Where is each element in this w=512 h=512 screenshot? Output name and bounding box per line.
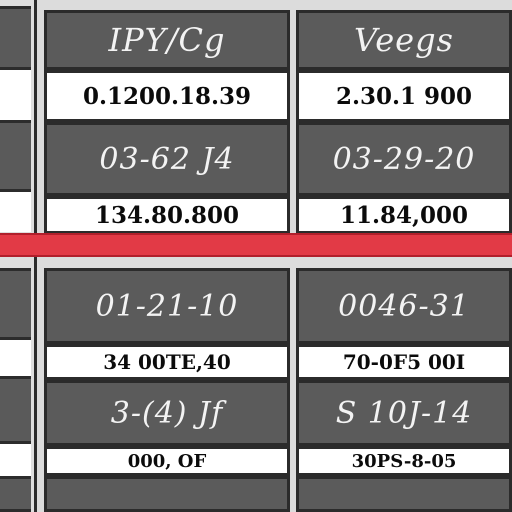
column-header-2[interactable]: Veegs (296, 10, 512, 70)
cell-value: 70-0F5 00I (342, 350, 466, 374)
left-header-cell (0, 120, 31, 192)
cell-value: 30PS-8-05 (351, 450, 457, 472)
table-cell-dark: S 10J-14 (296, 380, 512, 446)
left-value-cell (0, 70, 31, 120)
table-cell-dark: 0046-31 (296, 268, 512, 344)
left-value-cell (0, 192, 31, 232)
left-partial-column (0, 0, 37, 512)
table-cell: 34 00TE,40 (44, 344, 290, 380)
table-cell-dark: 01-21-10 (44, 268, 290, 344)
table-cell: 30PS-8-05 (296, 446, 512, 476)
table-cell: 11.84,000 (296, 196, 512, 234)
table-cell-dark: 03-29-20 (296, 122, 512, 196)
table-cell: 70-0F5 00I (296, 344, 512, 380)
cell-value: 11.84,000 (339, 201, 469, 229)
table-cell: 134.80.800 (44, 196, 290, 234)
table-cell-dark (296, 476, 512, 512)
left-value-cell (0, 340, 31, 376)
cell-value: 34 00TE,40 (103, 350, 231, 374)
cell-value: 0046-31 (338, 288, 470, 324)
column-header-1-label: IPY/Cg (108, 21, 226, 59)
cell-value: 000, OF (127, 450, 207, 472)
left-header-cell (0, 376, 31, 444)
left-value-cell (0, 444, 31, 476)
table-cell-dark: 03-62 J4 (44, 122, 290, 196)
table-cell: 2.30.1 900 (296, 70, 512, 122)
cell-value: 2.30.1 900 (335, 82, 473, 110)
left-header-cell (0, 268, 31, 340)
column-header-1[interactable]: IPY/Cg (44, 10, 290, 70)
cell-value: S 10J-14 (335, 395, 473, 431)
column-header-2-label: Veegs (354, 21, 454, 59)
cell-value: 01-21-10 (95, 288, 239, 324)
table-cell-dark: 3-(4) Jf (44, 380, 290, 446)
cell-value: 03-62 J4 (99, 141, 235, 177)
cell-value: 03-29-20 (332, 141, 476, 177)
red-divider-bar (0, 233, 512, 257)
table-cell-dark (44, 476, 290, 512)
data-table: IPY/Cg Veegs 0.1200.18.39 2.30.1 900 03-… (40, 10, 512, 512)
left-header-cell (0, 6, 31, 70)
cell-value: 0.1200.18.39 (82, 82, 252, 110)
left-header-cell (0, 476, 31, 512)
cell-value: 3-(4) Jf (110, 395, 224, 431)
table-cell: 000, OF (44, 446, 290, 476)
table-cell: 0.1200.18.39 (44, 70, 290, 122)
cell-value: 134.80.800 (94, 201, 240, 229)
